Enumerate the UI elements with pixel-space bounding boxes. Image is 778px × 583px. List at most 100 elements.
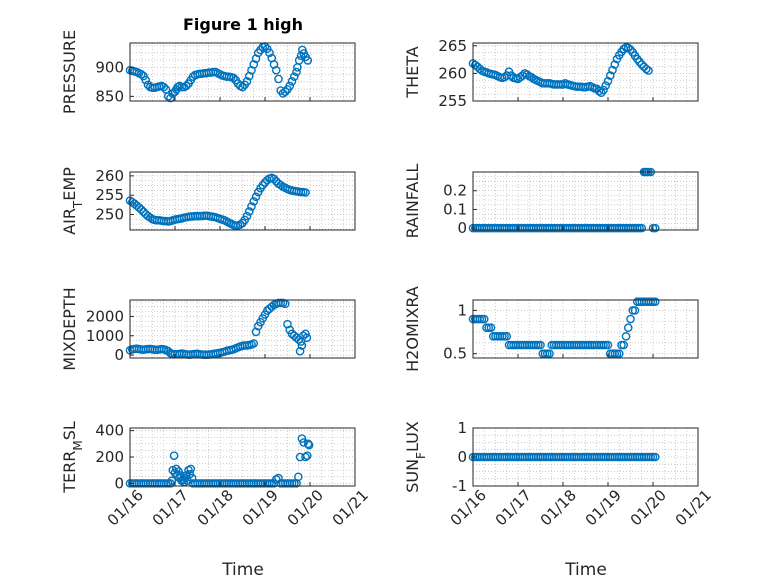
data-point [621, 332, 631, 341]
axes-frame [472, 171, 699, 231]
data-point [296, 51, 306, 61]
y-tick-label: 1000 [86, 327, 124, 345]
y-tick-label: 0.2 [443, 182, 467, 200]
data-point [301, 188, 310, 197]
data-point [238, 82, 247, 92]
x-tick-label: 01/17 [149, 486, 192, 529]
data-point [522, 70, 532, 79]
y-tick-label: -1 [452, 477, 467, 495]
data-point [502, 332, 512, 341]
y-axis-label: THETA [403, 46, 422, 98]
y-tick-label: 0 [457, 448, 467, 466]
x-tick-label: 01/20 [284, 486, 327, 529]
data-point [637, 223, 647, 233]
subplot-pressure: 850 900 PRESSURE [60, 30, 356, 114]
y-tick-label: 900 [95, 58, 124, 76]
data-point [134, 203, 144, 212]
data-point [141, 75, 151, 85]
data-point [280, 87, 290, 97]
data-point [619, 340, 629, 350]
data-point [172, 471, 182, 480]
y-tick-label: 265 [438, 37, 467, 55]
data-point [304, 440, 314, 450]
data-point [166, 93, 175, 103]
data-point [269, 174, 279, 184]
x-axis-label-right: Time [564, 560, 607, 580]
data-point [229, 73, 238, 83]
y-tick-label: 0.1 [443, 200, 467, 218]
subplot-h2omixra: 0.5 1 H2OMIXRA [403, 286, 699, 372]
x-tick-label: 01/18 [194, 486, 237, 529]
axes-frame [472, 42, 699, 102]
data-point [293, 472, 303, 482]
x-tick-label: 01/21 [672, 486, 715, 529]
data-point [181, 81, 191, 91]
y-tick-label: 250 [95, 206, 124, 224]
y-axis-label: H2OMIXRA [403, 286, 422, 372]
y-axis-label: PRESSURE [60, 30, 79, 114]
data-point [271, 65, 281, 75]
data-point [603, 340, 613, 350]
subplot-terr-msl: 0 200 400 01/16 01/17 01/18 01/19 01/20 01/21 TER… [60, 421, 372, 529]
data-point [251, 192, 261, 202]
y-tick-label: 850 [95, 87, 124, 105]
data-point [301, 329, 310, 339]
data-point [159, 82, 169, 92]
data-point [297, 341, 307, 350]
data-point [276, 180, 286, 190]
data-point [303, 439, 313, 449]
data-point [601, 81, 611, 90]
data-point [242, 76, 252, 86]
y-tick-label: 400 [95, 422, 124, 440]
data-point [650, 452, 660, 462]
data-point [610, 60, 620, 69]
data-point [302, 451, 312, 460]
data-point [136, 70, 146, 79]
y-tick-label: 1 [457, 301, 467, 319]
y-tick-label: 0 [114, 346, 124, 364]
x-axis-label-left: Time [221, 560, 264, 580]
y-tick-label: 255 [95, 186, 124, 204]
y-tick-label: 2000 [86, 307, 124, 325]
data-point [599, 85, 608, 95]
y-tick-label: 260 [438, 64, 467, 82]
data-point [285, 81, 295, 91]
y-tick-label: 255 [438, 92, 467, 110]
data-point [605, 71, 615, 80]
data-point [287, 76, 297, 86]
data-point [274, 473, 283, 483]
data-point [163, 346, 173, 356]
data-point [265, 48, 274, 58]
y-tick-label: 1 [457, 419, 467, 437]
axes-frame [129, 42, 356, 102]
figure-title: Figure 1 high [183, 15, 303, 34]
data-point [242, 211, 252, 221]
data-point [186, 464, 196, 474]
data-point [289, 72, 299, 81]
y-tick-label: 0.5 [443, 345, 467, 363]
x-tick-label: 01/18 [537, 486, 580, 529]
data-point [630, 306, 640, 315]
y-tick-label: 260 [95, 167, 124, 185]
data-point [644, 66, 653, 75]
data-point [249, 197, 259, 206]
data-point [486, 323, 496, 333]
x-tick-label: 01/20 [627, 486, 670, 529]
data-point [506, 71, 516, 80]
x-tick-label: 01/17 [492, 486, 535, 529]
data-point [295, 346, 305, 356]
subplot-theta: 255 260 265 THETA [403, 37, 699, 110]
data-point [249, 339, 259, 348]
y-tick-label: 200 [95, 448, 124, 466]
axes-frame [129, 171, 356, 231]
y-axis-label: AIRTEMP [60, 167, 85, 235]
x-tick-label: 01/21 [329, 486, 372, 529]
data-point [294, 56, 304, 65]
data-point [623, 323, 633, 333]
data-point [641, 64, 651, 74]
data-point [608, 65, 617, 75]
